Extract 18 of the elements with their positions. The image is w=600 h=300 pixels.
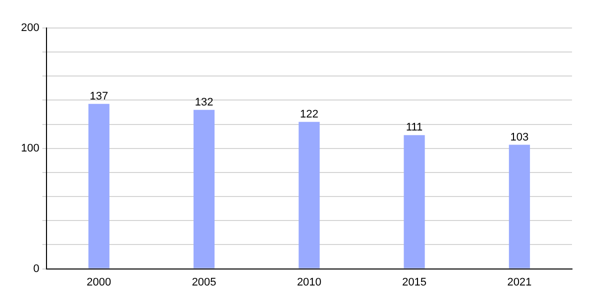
x-tick-label: 2005 [192, 276, 216, 288]
y-tick-label: 100 [20, 142, 40, 154]
y-tick-label: 200 [20, 22, 40, 34]
bar [508, 144, 530, 268]
x-tick-label: 2010 [296, 276, 322, 288]
data-label: 122 [300, 108, 318, 120]
bar [88, 104, 110, 268]
bar [194, 110, 215, 268]
data-label: 103 [510, 131, 529, 144]
bar [298, 122, 320, 268]
x-tick-label: 2015 [402, 276, 427, 288]
data-label: 137 [90, 90, 108, 102]
data-label: 111 [406, 122, 423, 134]
y-tick-label: 0 [33, 262, 40, 275]
x-tick-label: 2000 [86, 276, 112, 288]
bar [404, 135, 425, 268]
x-tick-label: 2021 [507, 276, 532, 288]
data-label: 132 [194, 96, 214, 108]
